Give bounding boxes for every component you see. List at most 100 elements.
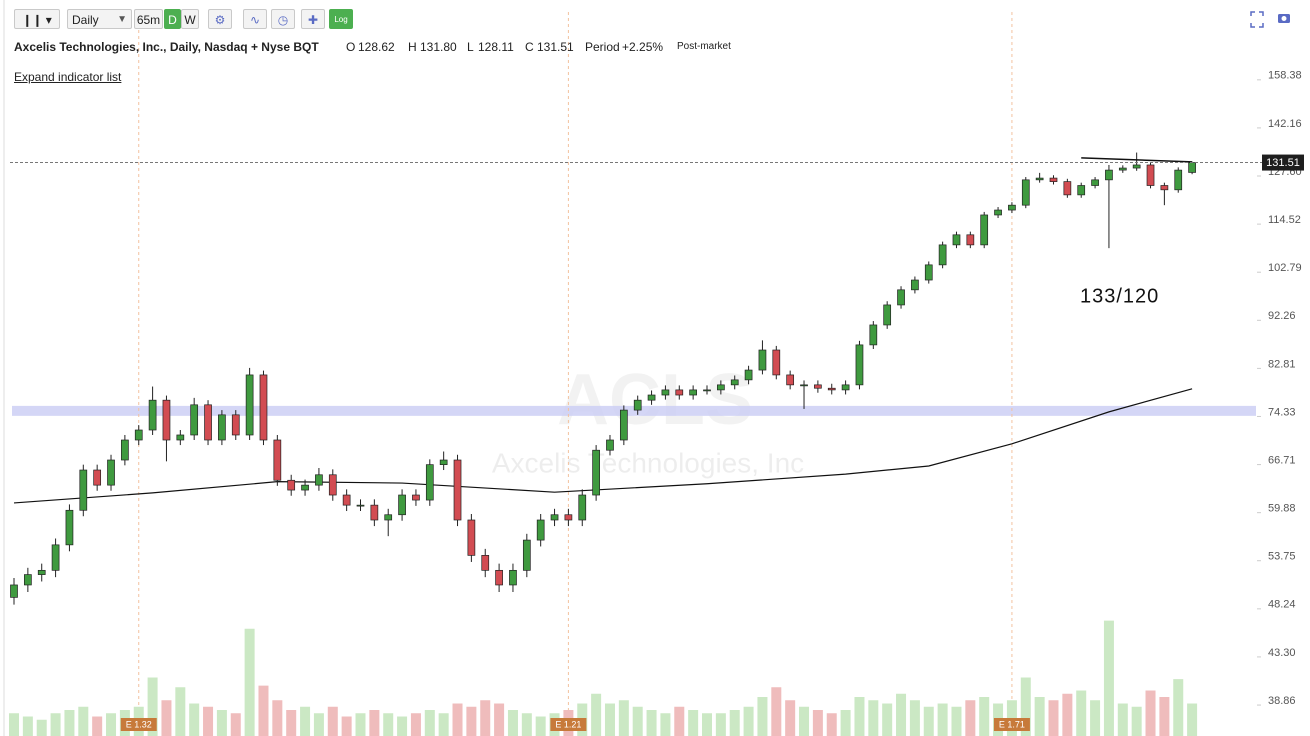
candle-body xyxy=(841,384,850,391)
y-tick-label: 48.24 xyxy=(1268,599,1296,611)
candle-body xyxy=(301,484,309,491)
candle-body xyxy=(204,404,212,441)
candle-body xyxy=(911,279,919,291)
candle-body xyxy=(342,494,351,506)
candle-body xyxy=(980,214,989,246)
ohlc-value: 131.51 xyxy=(537,40,574,54)
volume-bar xyxy=(799,706,810,736)
volume-bar xyxy=(1020,677,1031,736)
volume-bar xyxy=(1131,706,1142,736)
volume-bar xyxy=(521,713,532,736)
y-tick-label: 92.26 xyxy=(1268,310,1296,322)
y-tick-label: 102.79 xyxy=(1268,262,1302,274)
candle-body xyxy=(689,389,697,396)
candle-body xyxy=(384,514,393,521)
last-price-box xyxy=(1262,154,1304,171)
volume-bar xyxy=(189,703,200,736)
volume-bar xyxy=(743,706,754,736)
candle-body xyxy=(1021,179,1030,206)
volume-bar xyxy=(397,716,408,736)
volume-bar xyxy=(646,710,657,736)
candle-body xyxy=(855,344,864,386)
volume-bar xyxy=(147,677,158,736)
candle-body xyxy=(883,304,892,326)
y-tick-label: 114.52 xyxy=(1268,214,1301,226)
candle-body xyxy=(938,244,947,266)
ohlc-value: 131.80 xyxy=(420,40,457,54)
candle-body xyxy=(176,434,185,441)
y-tick-label: 142.16 xyxy=(1268,118,1302,130)
candle-body xyxy=(606,439,614,451)
candle-body xyxy=(1091,179,1099,186)
candle-body xyxy=(897,289,905,306)
interval-button[interactable]: W xyxy=(181,9,199,29)
y-tick-label: 59.88 xyxy=(1268,503,1296,515)
volume-bar xyxy=(175,687,186,736)
volume-bar xyxy=(258,685,269,736)
compare-button[interactable]: ✚ xyxy=(301,9,325,29)
earnings-label: E 1.32 xyxy=(126,719,152,729)
volume-bar xyxy=(1062,693,1073,736)
expand-indicator-link[interactable]: Expand indicator list xyxy=(14,70,122,84)
volume-bar xyxy=(1187,703,1198,736)
volume-bar xyxy=(674,706,685,736)
volume-bar xyxy=(854,697,865,736)
candle-body xyxy=(37,569,46,575)
candle-body xyxy=(550,514,559,521)
candle-body xyxy=(1105,169,1113,181)
volume-bar xyxy=(729,710,740,736)
chart-style-button[interactable]: ❙❙ ▾ xyxy=(14,9,60,29)
volume-bar xyxy=(785,700,796,736)
fullscreen-icon[interactable] xyxy=(1250,11,1264,28)
ohlc-key: O xyxy=(346,40,356,54)
volume-bar xyxy=(106,713,117,736)
earnings-label: E 1.71 xyxy=(999,719,1025,729)
candle-body xyxy=(1077,185,1086,196)
volume-bar xyxy=(896,693,907,736)
volume-bar xyxy=(286,710,297,736)
interval-button[interactable]: D xyxy=(164,9,181,29)
volume-bar xyxy=(78,706,89,736)
volume-bar xyxy=(1090,700,1101,736)
volume-bar xyxy=(480,700,491,736)
interval-select[interactable]: Daily ▼ xyxy=(67,9,132,29)
candle-body xyxy=(412,494,420,501)
volume-bar xyxy=(1145,690,1156,736)
ohlc-value: 128.11 xyxy=(478,40,514,54)
volume-bar xyxy=(840,710,851,736)
candle-body xyxy=(703,389,711,392)
candle-body xyxy=(79,469,88,511)
candle-body xyxy=(1118,167,1127,171)
candle-body xyxy=(814,384,822,389)
volume-bar xyxy=(618,700,629,736)
volume-bar xyxy=(216,710,227,736)
volume-bar xyxy=(300,706,311,736)
log-button[interactable]: Log xyxy=(329,9,353,29)
ohlc-key: C xyxy=(525,40,534,54)
volume-bar xyxy=(92,716,103,736)
settings-button[interactable]: ⚙ xyxy=(208,9,232,29)
volume-bar xyxy=(923,706,934,736)
period-label: Period xyxy=(585,40,620,54)
volume-bar xyxy=(22,716,33,736)
clock-button[interactable]: ◷ xyxy=(271,9,295,29)
candle-body xyxy=(439,459,448,466)
volume-bar xyxy=(452,703,463,736)
candle-body xyxy=(564,514,573,521)
chart-title: Axcelis Technologies, Inc., Daily, Nasda… xyxy=(14,40,319,54)
candle-body xyxy=(966,234,975,246)
candle-body xyxy=(24,574,32,586)
volume-bar xyxy=(951,706,962,736)
volume-bar xyxy=(909,700,920,736)
volume-bar xyxy=(383,713,394,736)
candle-body xyxy=(107,459,115,486)
interval-button[interactable]: 65m xyxy=(134,9,163,29)
y-tick-label: 82.81 xyxy=(1268,358,1296,370)
volume-bar xyxy=(1159,697,1170,736)
candle-body xyxy=(1035,177,1044,181)
draw-button[interactable]: ∿ xyxy=(243,9,267,29)
candle-body xyxy=(827,387,836,391)
y-tick-label: 74.33 xyxy=(1268,406,1296,418)
candle-body xyxy=(10,584,18,598)
